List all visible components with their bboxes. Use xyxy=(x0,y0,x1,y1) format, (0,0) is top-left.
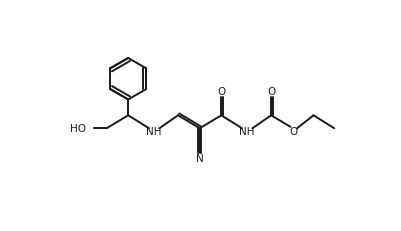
Text: NH: NH xyxy=(238,126,254,136)
Text: O: O xyxy=(288,126,297,136)
Text: NH: NH xyxy=(146,126,161,136)
Text: O: O xyxy=(217,86,225,96)
Text: O: O xyxy=(266,86,275,96)
Text: N: N xyxy=(195,153,203,163)
Text: HO: HO xyxy=(70,124,86,134)
